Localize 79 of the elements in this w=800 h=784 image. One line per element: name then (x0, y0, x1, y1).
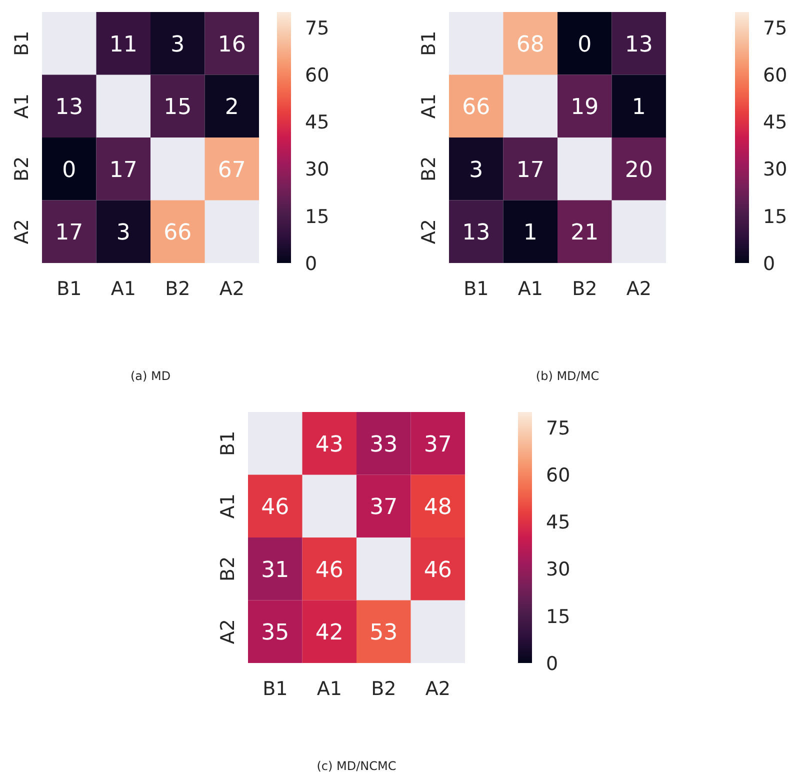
data-label: 31 (261, 558, 290, 583)
y-tick-label: B2 (11, 156, 33, 182)
color-bar-label: 45 (763, 112, 788, 134)
x-tick-label: B1 (56, 278, 82, 300)
y-tick-label: B2 (217, 556, 239, 582)
text: (a) MD (130, 369, 171, 383)
y-tick-label: B1 (11, 30, 33, 56)
data-label: 33 (370, 432, 398, 458)
color-bar-label: 60 (305, 64, 330, 87)
data-label: 17 (516, 158, 544, 183)
data-label: 66 (164, 220, 192, 246)
data-label: 3 (469, 158, 484, 183)
data-label: 48 (424, 495, 452, 520)
color-bar-label: 45 (305, 112, 330, 134)
color-bar-label: 75 (763, 18, 788, 40)
data-label: 1 (632, 95, 646, 120)
data-label: 20 (624, 158, 653, 183)
data-label: 35 (261, 620, 290, 646)
data-label: 21 (570, 220, 599, 246)
color-bar-label: 75 (546, 418, 570, 440)
y-tick-label: A1 (11, 94, 33, 119)
y-tick-label: A2 (11, 219, 33, 244)
data-label: 37 (370, 495, 398, 520)
color-bar-label: 75 (305, 18, 330, 40)
data-label: 66 (462, 95, 490, 120)
data-label: 46 (424, 558, 452, 583)
data-label: 0 (578, 32, 592, 58)
data-label: 11 (109, 32, 138, 58)
x-tick-label: A2 (626, 278, 652, 300)
color-bar-label: 30 (546, 558, 570, 581)
color-bar-label: 15 (763, 206, 788, 228)
x-tick-label: B1 (262, 678, 288, 700)
y-tick-label: B1 (418, 30, 440, 56)
data-label: 13 (624, 32, 653, 58)
text: (b) MD/MC (536, 369, 600, 383)
data-label: 3 (170, 32, 185, 58)
color-bar-label: 0 (763, 252, 776, 275)
color-bar-label: 0 (305, 252, 318, 275)
x-tick-label: B1 (464, 278, 489, 300)
x-tick-label: B2 (371, 678, 396, 700)
data-label: 19 (570, 95, 599, 120)
y-tick-label: A2 (418, 219, 440, 244)
data-label: 13 (55, 95, 84, 120)
color-bar-label: 15 (546, 606, 570, 628)
text: (c) MD/NCMC (316, 759, 396, 773)
color-bar-label: 0 (546, 652, 558, 675)
data-label: 53 (370, 620, 398, 646)
data-label: 67 (218, 158, 246, 183)
data-label: 16 (218, 32, 246, 58)
color-bar-label: 30 (763, 158, 788, 181)
color-bar-label: 60 (763, 64, 788, 87)
data-label: 17 (55, 220, 84, 246)
data-label: 3 (116, 220, 130, 246)
x-tick-label: A1 (110, 278, 136, 300)
data-label: 42 (315, 620, 344, 646)
data-label: 68 (516, 32, 544, 58)
data-label: 15 (164, 95, 192, 120)
color-bar-label: 60 (546, 464, 570, 487)
x-tick-label: A1 (316, 678, 342, 700)
data-label: 37 (424, 432, 452, 458)
data-label: 43 (315, 432, 344, 458)
data-label: 1 (523, 220, 538, 246)
y-tick-label: A1 (418, 94, 440, 119)
data-label: 46 (315, 558, 344, 583)
data-label: 13 (462, 220, 490, 246)
data-label: 46 (261, 495, 290, 520)
x-tick-label: B2 (572, 278, 598, 300)
data-label: 2 (224, 95, 239, 120)
color-bar-label: 30 (305, 158, 330, 181)
color-bar-label: 45 (546, 512, 570, 534)
y-tick-label: A1 (217, 494, 239, 519)
data-label: 17 (109, 158, 138, 183)
y-tick-label: B1 (217, 430, 239, 456)
y-tick-label: B2 (418, 156, 440, 182)
y-tick-label: A2 (217, 619, 239, 644)
color-bar-label: 15 (305, 206, 330, 228)
data-label: 0 (62, 158, 76, 183)
x-tick-label: A1 (518, 278, 543, 300)
x-tick-label: B2 (165, 278, 190, 300)
